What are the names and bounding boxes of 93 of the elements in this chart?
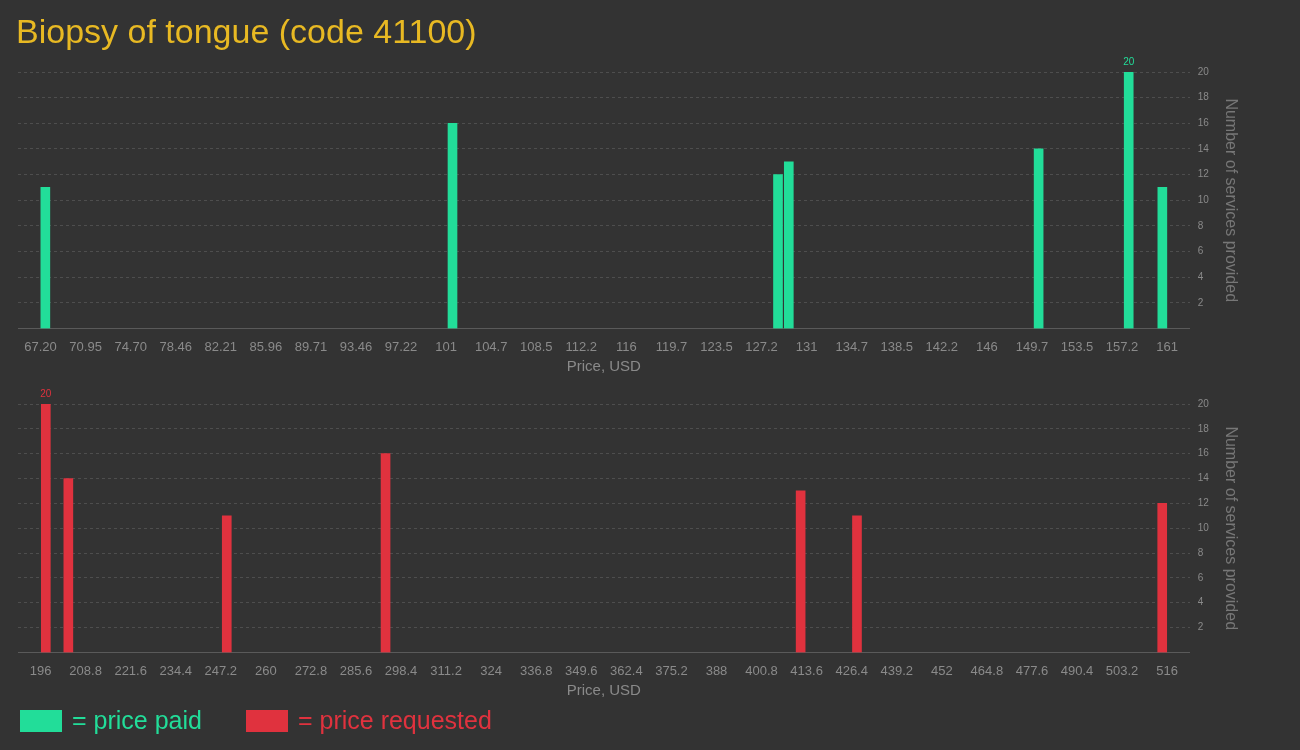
- x-tick-label: 157.2: [1105, 338, 1139, 354]
- y-tick-label: 4: [1197, 596, 1204, 608]
- x-tick-label: 146: [976, 338, 998, 354]
- x-tick-label: 400.8: [745, 662, 778, 678]
- x-tick-label: 108.5: [519, 338, 553, 354]
- x-tick-label: 336.8: [519, 662, 553, 678]
- bar: [1157, 187, 1168, 329]
- y-tick-label: 2: [1197, 296, 1204, 308]
- data-label: 20: [1123, 55, 1135, 67]
- x-tick-label: 161: [1156, 338, 1178, 354]
- y-tick-label: 6: [1197, 245, 1204, 257]
- x-axis-title: Price, USD: [566, 357, 642, 375]
- y-tick-label: 14: [1197, 142, 1210, 154]
- x-tick-label: 74.70: [114, 338, 147, 354]
- x-tick-label: 324: [480, 662, 503, 678]
- y-tick-label: 20: [1197, 65, 1210, 77]
- x-tick-label: 208.8: [69, 662, 102, 678]
- bar: [40, 187, 51, 329]
- x-tick-label: 82.21: [204, 338, 238, 354]
- x-tick-label: 464.8: [970, 662, 1004, 678]
- bar: [1033, 148, 1044, 329]
- x-tick-label: 311.2: [430, 662, 462, 678]
- x-tick-label: 196: [29, 662, 52, 678]
- x-tick-label: 153.5: [1060, 338, 1094, 354]
- x-tick-label: 375.2: [655, 662, 688, 678]
- bar: [795, 490, 806, 653]
- y-tick-label: 14: [1197, 472, 1210, 484]
- x-tick-label: 516: [1156, 662, 1178, 678]
- y-tick-label: 2: [1197, 621, 1204, 633]
- x-tick-label: 272.8: [294, 662, 328, 678]
- y-tick-label: 8: [1197, 219, 1204, 231]
- x-tick-label: 89.71: [294, 338, 328, 354]
- x-tick-label: 234.4: [159, 662, 192, 678]
- bar: [221, 515, 232, 653]
- x-tick-label: 134.7: [835, 338, 868, 354]
- x-tick-label: 131: [795, 338, 818, 354]
- x-tick-label: 362.4: [610, 662, 643, 678]
- x-tick-label: 426.4: [835, 662, 868, 678]
- x-tick-label: 119.7: [655, 338, 688, 354]
- x-tick-label: 112.2: [565, 338, 598, 354]
- x-tick-label: 97.22: [384, 338, 418, 354]
- x-tick-label: 127.2: [745, 338, 778, 354]
- y-tick-label: 16: [1197, 447, 1210, 459]
- y-tick-label: 16: [1197, 117, 1210, 129]
- y-tick-label: 12: [1197, 497, 1210, 509]
- x-tick-label: 138.5: [880, 338, 914, 354]
- x-tick-label: 116: [616, 338, 637, 354]
- x-tick-label: 149.7: [1015, 338, 1049, 354]
- x-tick-label: 142.2: [925, 338, 959, 354]
- y-tick-label: 4: [1197, 270, 1204, 282]
- x-axis-title: Price, USD: [566, 681, 642, 699]
- bar: [40, 404, 51, 653]
- x-tick-label: 388: [705, 662, 728, 678]
- x-tick-label: 260: [255, 662, 277, 678]
- x-tick-label: 104.7: [474, 338, 508, 354]
- x-tick-label: 285.6: [339, 662, 373, 678]
- x-tick-label: 477.6: [1015, 662, 1049, 678]
- y-tick-label: 8: [1197, 546, 1204, 558]
- y-tick-label: 12: [1197, 168, 1210, 180]
- x-tick-label: 123.5: [700, 338, 733, 354]
- x-tick-label: 452: [930, 662, 953, 678]
- x-tick-label: 503.2: [1105, 662, 1139, 678]
- x-tick-label: 93.46: [339, 338, 373, 354]
- y-tick-label: 18: [1197, 422, 1210, 434]
- y-tick-label: 18: [1197, 91, 1210, 103]
- x-tick-label: 101: [435, 338, 457, 354]
- bar: [380, 453, 391, 653]
- x-tick-label: 70.95: [69, 338, 102, 354]
- bar: [1123, 72, 1134, 329]
- x-tick-label: 490.4: [1060, 662, 1094, 678]
- x-tick-label: 439.2: [880, 662, 914, 678]
- data-label: 20: [40, 387, 52, 399]
- y-tick-label: 6: [1197, 571, 1204, 583]
- x-tick-label: 298.4: [384, 662, 418, 678]
- y-tick-label: 20: [1197, 397, 1210, 409]
- bar: [63, 478, 74, 653]
- y-axis-title: Number of services provided: [1222, 426, 1240, 631]
- y-axis-title: Number of services provided: [1222, 98, 1240, 303]
- legend-label: = price requested: [297, 706, 492, 735]
- x-tick-label: 85.96: [249, 338, 283, 354]
- x-tick-label: 349.6: [565, 662, 598, 678]
- legend-label: = price paid: [72, 706, 202, 735]
- x-tick-label: 247.2: [204, 662, 238, 678]
- bar: [447, 122, 458, 329]
- y-tick-label: 10: [1197, 193, 1210, 205]
- x-tick-label: 413.6: [790, 662, 823, 678]
- y-tick-label: 10: [1197, 521, 1210, 533]
- x-tick-label: 67.20: [24, 338, 57, 354]
- bar: [1157, 503, 1168, 653]
- bar: [852, 515, 862, 653]
- x-tick-label: 78.46: [159, 338, 192, 354]
- chart-title: Biopsy of tongue (code 41100): [15, 11, 478, 50]
- x-tick-label: 221.6: [114, 662, 147, 678]
